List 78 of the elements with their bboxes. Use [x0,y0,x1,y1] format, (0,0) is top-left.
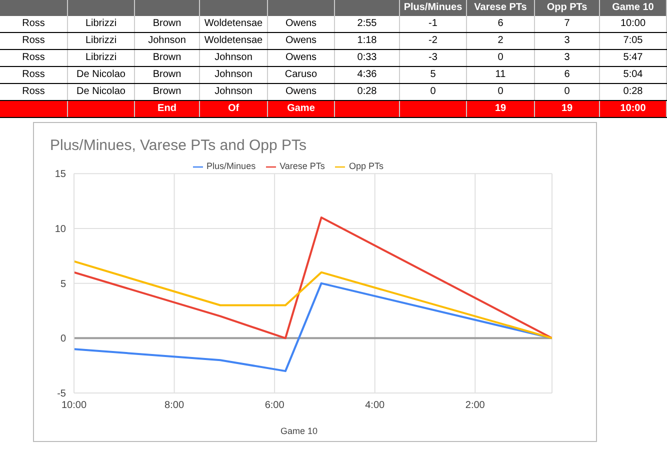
text: Ross [22,86,45,97]
text: -3 [428,52,438,63]
text: Librizzi [85,18,117,29]
text: 11 [495,69,506,80]
text: Woldetensae [204,35,263,46]
text: 7 [564,18,570,29]
category-label: Opp PTs [535,0,600,16]
text: 0 [430,86,436,97]
text: Caruso [284,69,318,80]
chart-title: Plus/Minues, Varese PTs and Opp PTs [50,137,307,154]
legend-label: Plus/Minues [206,161,256,171]
text: 5 [430,69,436,80]
text: Ross [22,18,45,29]
text: End [158,103,176,114]
text: 2:55 [357,18,377,29]
text: 0:28 [623,86,643,97]
text: Johnson [214,52,252,63]
category-label: Game 10 [600,0,667,16]
text: Game [287,103,315,114]
text: 0 [498,52,504,63]
text: De Nicolao [76,69,126,80]
text: Brown [152,86,182,97]
line-series [74,282,552,372]
text: Brown [152,69,182,80]
text: Of [228,103,240,114]
text: Johnson [214,86,252,97]
text: 0 [498,86,504,97]
text: -2 [428,35,438,46]
text: Ross [22,52,45,63]
text: 19 [561,103,573,114]
text: 2 [498,35,504,46]
y-tick-label: 15 [54,169,66,180]
text: Ross [22,35,45,46]
text: Librizzi [85,35,117,46]
legend-label: Opp PTs [348,161,384,171]
text: 5:47 [623,52,643,63]
category-label: Plus/Minues [400,0,467,16]
text: Owens [285,86,317,97]
text: Brown [152,18,182,29]
x-tick-label: 8:00 [164,400,184,412]
category-label: Varese PTs [467,0,535,16]
y-tick-label: 5 [60,278,66,290]
text: Owens [285,35,317,46]
text: Johnson [148,35,186,46]
text: 10:00 [620,103,646,114]
legend-label: Varese PTs [280,161,325,171]
text: 6 [564,69,570,80]
x-axis-title: Game 10 [279,426,319,436]
text: 0:33 [357,52,377,63]
text: 7:05 [623,35,643,46]
line-series [74,260,552,340]
x-tick-label: 2:00 [465,400,486,412]
x-tick-label: 10:00 [61,400,87,412]
text: Owens [285,18,317,29]
text: 0:28 [357,86,377,97]
text: 1:18 [357,35,377,46]
text: 10:00 [620,18,646,29]
text: 5:04 [623,69,643,80]
text: 6 [498,18,504,29]
text: Ross [22,69,45,80]
text: Brown [152,52,182,63]
x-tick-label: 6:00 [264,400,285,412]
text: 19 [494,103,506,114]
y-tick-label: 10 [54,224,66,236]
line-series [74,216,552,340]
text: 0 [564,86,570,97]
y-tick-label: -5 [57,388,66,400]
text: -1 [428,18,438,29]
text: Owens [285,52,317,63]
text: Librizzi [85,52,117,63]
text: 4:36 [357,69,377,80]
text: Johnson [214,69,252,80]
text: Woldetensae [204,18,263,29]
text: 3 [564,52,570,63]
text: 3 [564,35,570,46]
text: De Nicolao [76,86,126,97]
x-tick-label: 4:00 [365,400,386,412]
y-tick-label: 0 [60,334,66,345]
